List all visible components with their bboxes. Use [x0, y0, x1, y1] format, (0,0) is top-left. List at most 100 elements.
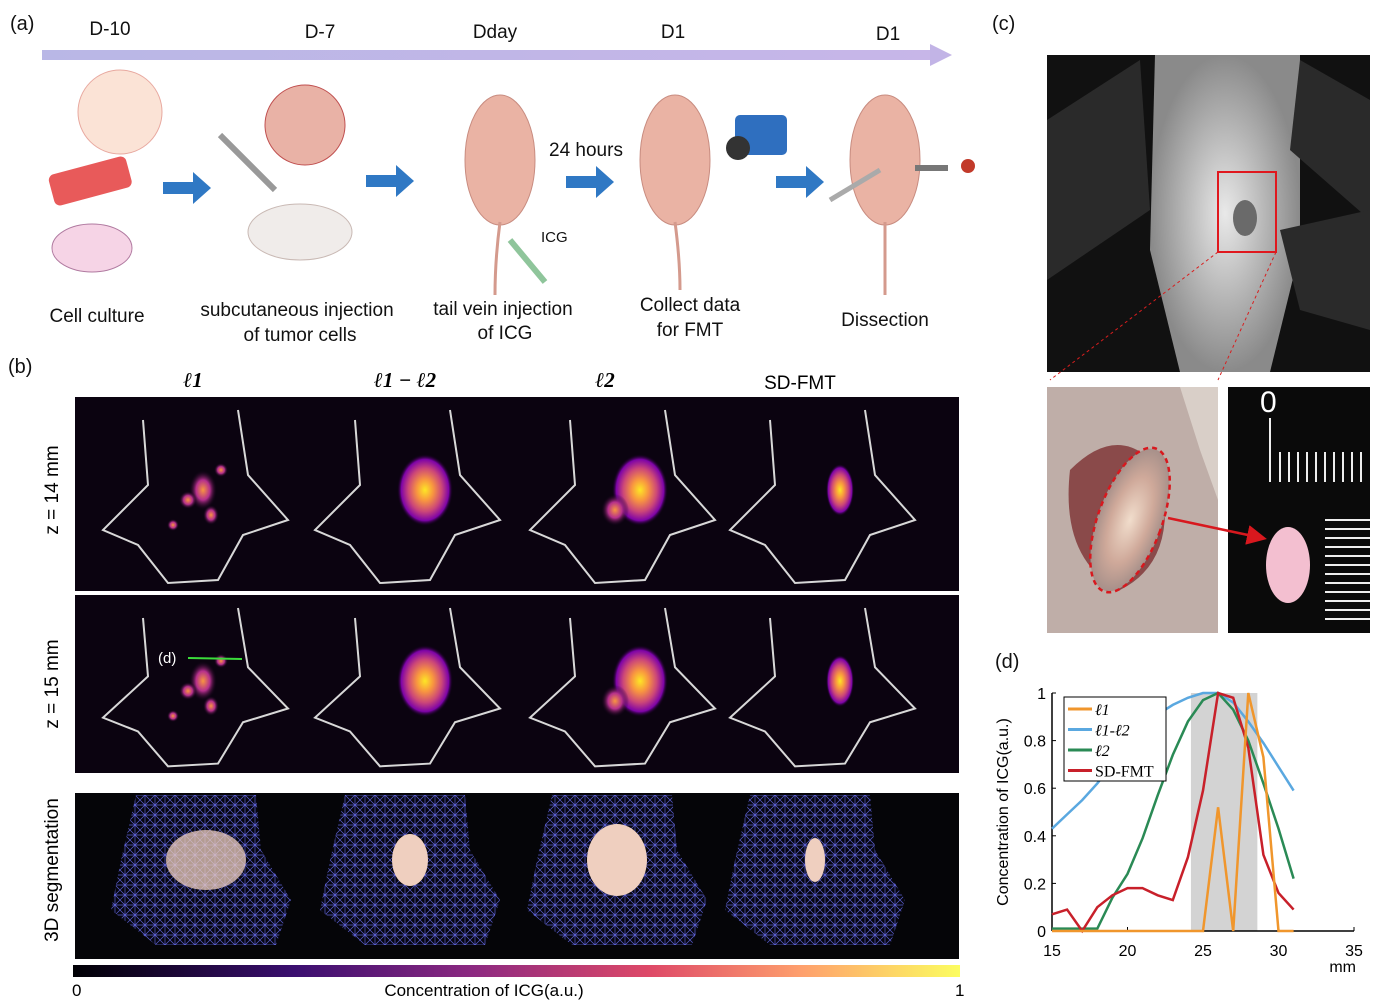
step-label: Collect data [640, 295, 741, 316]
mouse-outline [313, 409, 502, 585]
step-label: subcutaneous injection [200, 300, 393, 321]
fluorescence-blob [203, 695, 219, 716]
mouse-outline [728, 607, 917, 768]
day-label: D1 [876, 24, 900, 45]
fluorescence-blob [179, 681, 197, 700]
day-label: Dday [473, 22, 518, 43]
region-box [1217, 171, 1277, 253]
x-tick-label: 25 [1194, 943, 1212, 960]
line-chart: 15 20 25 30 35 0 0.2 0.4 0.6 0.8 1 mm Concentration … [995, 686, 1363, 976]
tumor-cell-zoom-illustration [264, 84, 346, 166]
tumor-outline [1089, 446, 1171, 594]
legend-label: SD-FMT [1095, 764, 1154, 781]
tumor-illustration [961, 159, 975, 173]
step-label: tail vein injection [433, 299, 572, 320]
y-tick-label: 1 [1037, 686, 1046, 703]
panel-label-d: (d) [995, 651, 1019, 673]
colorbar-min: 0 [72, 981, 81, 1000]
column-header: ℓ2 [595, 368, 615, 392]
icg-syringe-illustration [507, 238, 548, 284]
column-header: SD-FMT [764, 373, 836, 394]
step-label: Cell culture [49, 306, 144, 327]
blue-arrow-icon [566, 166, 614, 198]
tumor-segmentation [805, 838, 825, 882]
panel-label-b: (b) [8, 356, 32, 378]
colorbar-label: Concentration of ICG(a.u.) [384, 981, 583, 1000]
profile-line [187, 657, 243, 660]
fluorescence-blob [601, 494, 629, 526]
zoom-connector [1049, 251, 1219, 381]
column-header: ℓ1 − ℓ2 [374, 368, 437, 392]
tumor-segmentation [166, 830, 246, 890]
row-label: z = 14 mm [42, 445, 63, 534]
mouse-illustration [247, 203, 353, 261]
y-tick-label: 0.2 [1024, 876, 1046, 893]
panel-label-a: (a) [10, 13, 34, 35]
image-row-z15 [75, 595, 959, 773]
x-tick-label: 30 [1270, 943, 1288, 960]
profile-marker-label: (d) [158, 650, 176, 667]
fluorescence-blob [167, 709, 179, 722]
fluorescence-blob [167, 519, 179, 531]
tumor-closeup-photo [1047, 387, 1218, 633]
y-tick-label: 0.6 [1024, 781, 1046, 798]
step-label: Dissection [841, 310, 929, 331]
panel-label-c: (c) [992, 13, 1015, 35]
mouse-photo [1047, 55, 1370, 372]
camera-lens-illustration [726, 136, 750, 160]
shaded-region [1190, 693, 1258, 931]
y-axis-label: Concentration of ICG(a.u.) [995, 718, 1012, 906]
column-header: ℓ1 [183, 368, 202, 392]
legend-box [1063, 696, 1167, 782]
fluorescence-blob [601, 684, 629, 717]
mouse-outline [101, 409, 290, 585]
fluorescence-blob [826, 464, 854, 516]
fluorescence-blob [203, 505, 219, 525]
ruler-zero-mark: 0 [1260, 386, 1277, 419]
y-tick-label: 0.4 [1024, 829, 1046, 846]
petri-dish-illustration [51, 223, 133, 273]
step-label: of tumor cells [244, 325, 357, 346]
tumor-segmentation [392, 834, 428, 886]
icg-label: ICG [541, 229, 568, 246]
day-label: D-7 [305, 22, 336, 43]
fluorescence-blob [179, 491, 197, 509]
mouse-outline [728, 409, 917, 585]
day-label: D1 [661, 22, 685, 43]
excised-tumor-photo: 0 [1228, 386, 1370, 633]
legend-label: ℓ2 [1095, 743, 1110, 760]
step-label: for FMT [657, 320, 724, 341]
mouse-outline [101, 607, 290, 768]
row-label: 3D segmentation [42, 798, 63, 942]
tumor-segmentation [587, 824, 647, 896]
mouse-outline [528, 607, 717, 768]
mouse-outline [313, 607, 502, 768]
timeline-days: D-10 D-7 Dday D1 D1 [89, 19, 900, 45]
x-axis-label: mm [1329, 959, 1356, 976]
fluorescence-blob [397, 644, 453, 717]
nude-mouse-illustration [849, 94, 921, 226]
legend-label: ℓ1-ℓ2 [1095, 723, 1130, 740]
legend: ℓ1 ℓ1-ℓ2 ℓ2 SD-FMT [1063, 696, 1167, 782]
colorbar-max: 1 [955, 981, 964, 1000]
step-labels: Cell culture subcutaneous injection of t… [49, 295, 928, 346]
x-tick-label: 20 [1119, 943, 1137, 960]
mouse-outline [528, 409, 717, 585]
row-labels: z = 14 mm z = 15 mm 3D segmentation [42, 445, 63, 941]
syringe-illustration [217, 132, 278, 193]
fluorescence-blob [397, 454, 453, 526]
nude-mouse-illustration [639, 94, 711, 226]
x-tick-label: 35 [1345, 943, 1363, 960]
step-illustrations: ICG [48, 69, 975, 296]
y-tick-label: 0 [1037, 924, 1046, 941]
red-arrow-icon [1167, 516, 1267, 545]
cell-zoom-illustration [77, 69, 163, 155]
step-label: of ICG [478, 323, 533, 344]
row-label: z = 15 mm [42, 639, 63, 728]
flask-illustration [48, 156, 132, 206]
blue-arrow-icon [776, 166, 824, 198]
fluorescence-blob [826, 654, 854, 707]
blue-arrow-icon [163, 172, 211, 204]
